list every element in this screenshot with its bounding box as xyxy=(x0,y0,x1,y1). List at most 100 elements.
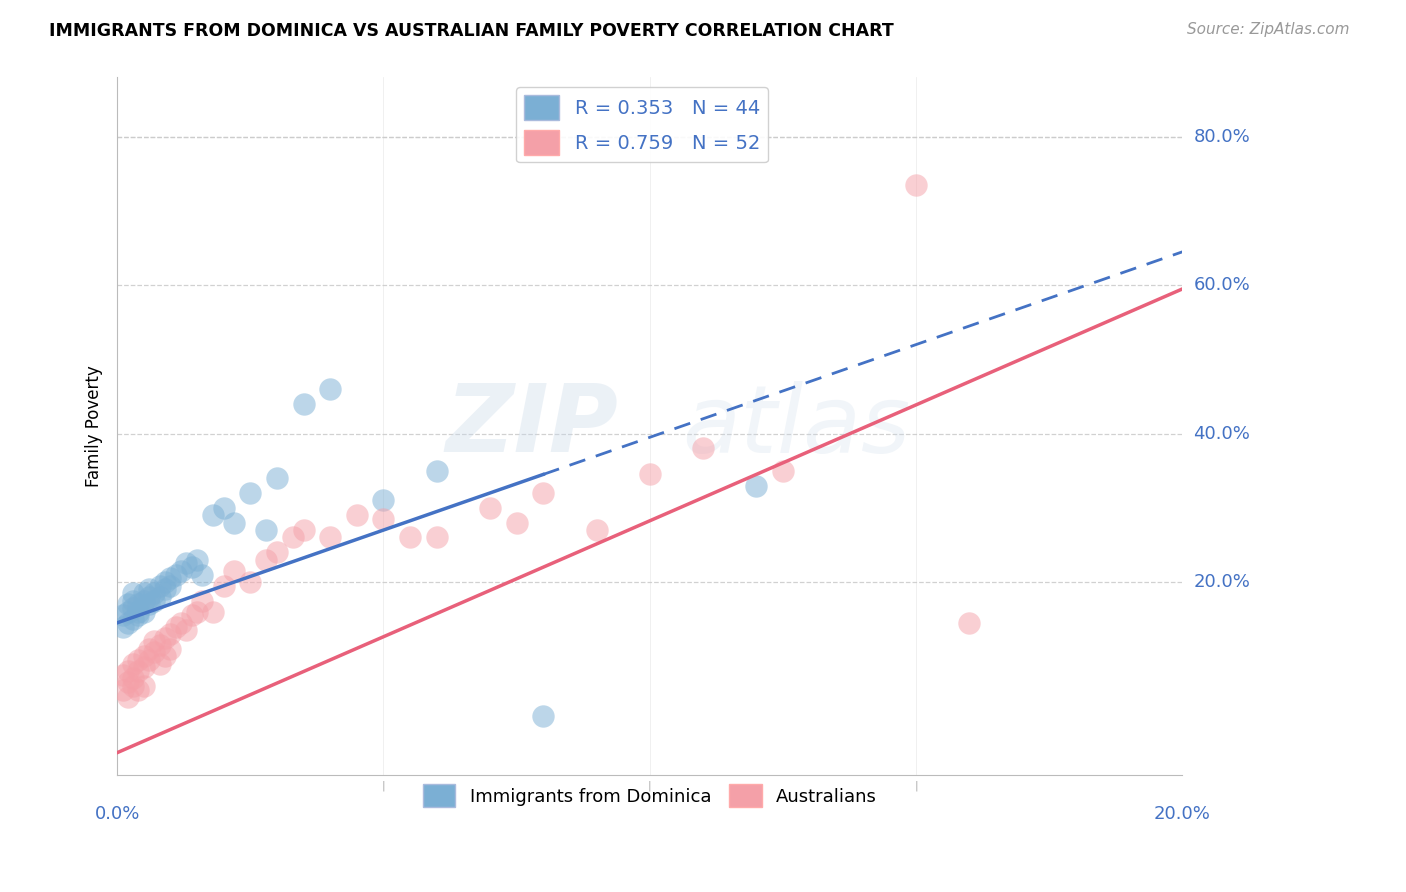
Point xyxy=(111,608,134,623)
Point xyxy=(170,615,193,630)
Point xyxy=(143,593,166,607)
Point xyxy=(138,597,160,611)
Point xyxy=(132,649,155,664)
Point xyxy=(772,464,794,478)
Point xyxy=(212,579,235,593)
Point xyxy=(138,582,160,597)
Point xyxy=(117,597,139,611)
Point xyxy=(170,564,193,578)
Text: |: | xyxy=(914,780,918,791)
Point xyxy=(138,653,160,667)
Legend: Immigrants from Dominica, Australians: Immigrants from Dominica, Australians xyxy=(415,777,884,814)
Point xyxy=(122,657,145,671)
Point xyxy=(149,638,172,652)
Point xyxy=(128,605,150,619)
Point xyxy=(143,586,166,600)
Point xyxy=(202,605,225,619)
Text: |: | xyxy=(648,780,651,791)
Point xyxy=(165,567,187,582)
Text: 80.0%: 80.0% xyxy=(1194,128,1250,145)
Y-axis label: Family Poverty: Family Poverty xyxy=(86,366,103,487)
Text: 0.0%: 0.0% xyxy=(94,805,139,823)
Point xyxy=(505,516,527,530)
Point xyxy=(132,679,155,693)
Point xyxy=(128,682,150,697)
Point xyxy=(186,605,208,619)
Point xyxy=(111,667,134,681)
Point xyxy=(957,615,980,630)
Text: 20.0%: 20.0% xyxy=(1154,805,1211,823)
Point xyxy=(165,619,187,633)
Point xyxy=(266,545,288,559)
Text: ZIP: ZIP xyxy=(444,380,617,472)
Point xyxy=(153,631,176,645)
Point xyxy=(186,553,208,567)
Point xyxy=(128,664,150,678)
Point xyxy=(132,660,155,674)
Point xyxy=(128,608,150,623)
Point xyxy=(117,615,139,630)
Point xyxy=(373,493,395,508)
Point xyxy=(319,382,342,396)
Point xyxy=(191,567,214,582)
Point xyxy=(122,679,145,693)
Point xyxy=(159,571,181,585)
Point xyxy=(143,645,166,659)
Point xyxy=(117,664,139,678)
Point xyxy=(111,682,134,697)
Point xyxy=(122,601,145,615)
Point xyxy=(149,590,172,604)
Point xyxy=(254,523,277,537)
Point xyxy=(138,590,160,604)
Point xyxy=(128,653,150,667)
Text: 40.0%: 40.0% xyxy=(1194,425,1250,442)
Text: |: | xyxy=(381,780,385,791)
Point xyxy=(426,531,449,545)
Point xyxy=(585,523,607,537)
Point xyxy=(281,531,304,545)
Point xyxy=(132,593,155,607)
Point xyxy=(426,464,449,478)
Point xyxy=(202,508,225,523)
Point xyxy=(531,708,554,723)
Point xyxy=(346,508,368,523)
Point xyxy=(122,672,145,686)
Point xyxy=(132,605,155,619)
Text: Source: ZipAtlas.com: Source: ZipAtlas.com xyxy=(1187,22,1350,37)
Point xyxy=(159,627,181,641)
Point xyxy=(153,582,176,597)
Point xyxy=(479,500,502,515)
Point xyxy=(122,586,145,600)
Point xyxy=(111,619,134,633)
Point xyxy=(638,467,661,482)
Point xyxy=(159,579,181,593)
Point xyxy=(292,397,315,411)
Point xyxy=(117,675,139,690)
Point xyxy=(399,531,422,545)
Point xyxy=(224,516,246,530)
Point xyxy=(191,593,214,607)
Point xyxy=(239,486,262,500)
Point xyxy=(117,605,139,619)
Point xyxy=(149,579,172,593)
Point xyxy=(122,593,145,607)
Point xyxy=(692,442,714,456)
Point xyxy=(292,523,315,537)
Point xyxy=(149,657,172,671)
Text: 20.0%: 20.0% xyxy=(1194,573,1250,591)
Point xyxy=(153,574,176,589)
Point xyxy=(905,178,928,192)
Point xyxy=(176,624,198,638)
Point xyxy=(745,478,768,492)
Point xyxy=(128,597,150,611)
Point xyxy=(138,641,160,656)
Point xyxy=(159,641,181,656)
Point xyxy=(266,471,288,485)
Point xyxy=(117,690,139,704)
Text: 60.0%: 60.0% xyxy=(1194,277,1250,294)
Point xyxy=(143,634,166,648)
Point xyxy=(132,586,155,600)
Text: IMMIGRANTS FROM DOMINICA VS AUSTRALIAN FAMILY POVERTY CORRELATION CHART: IMMIGRANTS FROM DOMINICA VS AUSTRALIAN F… xyxy=(49,22,894,40)
Point xyxy=(373,512,395,526)
Point xyxy=(180,608,202,623)
